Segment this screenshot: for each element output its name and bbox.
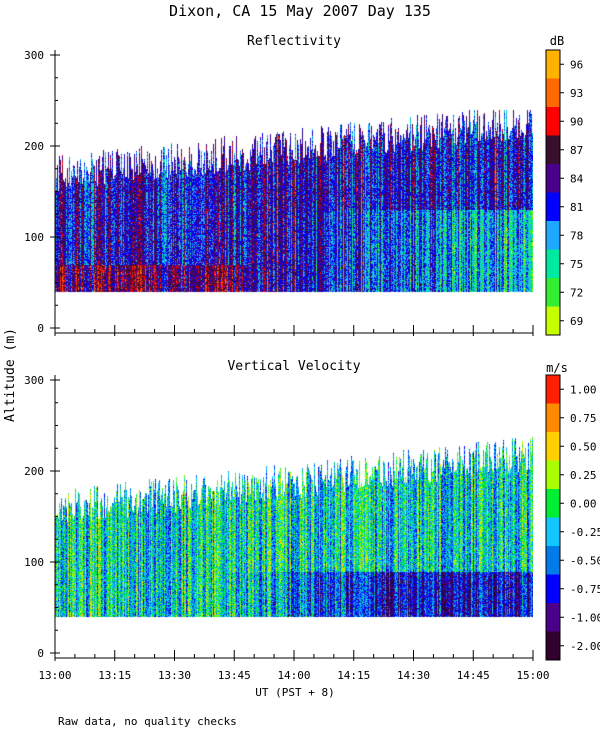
colorbar-tick-label: 81 bbox=[570, 201, 583, 214]
colorbar-tick-label: 75 bbox=[570, 258, 583, 271]
colorbar-tick-label: -0.75 bbox=[570, 583, 600, 596]
heatmap-field bbox=[55, 380, 533, 653]
colorbar-frame bbox=[545, 49, 561, 336]
heatmap-field bbox=[55, 55, 533, 328]
x-tick-label: 13:15 bbox=[98, 669, 131, 682]
colorbar-tick-label: 0.00 bbox=[570, 497, 597, 510]
colorbar-unit: m/s bbox=[546, 361, 568, 375]
colorbar-swatch bbox=[546, 631, 560, 660]
colorbar-swatch bbox=[546, 192, 560, 221]
colorbar-swatch bbox=[546, 107, 560, 136]
colorbar-swatch bbox=[546, 574, 560, 603]
colorbar-frame bbox=[545, 374, 561, 661]
colorbar-tick-label: 72 bbox=[570, 286, 583, 299]
x-tick-label: 14:30 bbox=[397, 669, 430, 682]
colorbar-tick-label: 84 bbox=[570, 172, 584, 185]
colorbar-tick-label: 0.50 bbox=[570, 440, 597, 453]
vertical-velocity-panel: Vertical Velocity 0 100 200 300 13:00 13:15 13:… bbox=[24, 359, 600, 682]
y-axis-label: Altitude (m) bbox=[3, 328, 18, 422]
x-tick-label: 14:00 bbox=[277, 669, 310, 682]
colorbar-swatch bbox=[546, 50, 560, 79]
colorbar-tick-label: 96 bbox=[570, 58, 583, 71]
colorbar-swatch bbox=[546, 306, 560, 335]
y-tick-label: 300 bbox=[24, 49, 44, 62]
panel-title: Vertical Velocity bbox=[227, 359, 360, 374]
colorbar-swatch bbox=[546, 164, 560, 193]
colorbar-swatch bbox=[546, 78, 560, 107]
colorbar-swatch bbox=[546, 432, 560, 461]
x-tick-label: 13:45 bbox=[218, 669, 251, 682]
colorbar-swatch bbox=[546, 135, 560, 164]
colorbar-swatch bbox=[546, 375, 560, 404]
colorbar-tick-label: -1.00 bbox=[570, 611, 600, 624]
colorbar-swatch bbox=[546, 546, 560, 575]
y-tick-label: 200 bbox=[24, 140, 44, 153]
colorbar-swatch bbox=[546, 603, 560, 632]
colorbar-swatch bbox=[546, 221, 560, 250]
x-tick-label: 15:00 bbox=[516, 669, 549, 682]
y-tick-label: 100 bbox=[24, 231, 44, 244]
colorbar-tick-label: 87 bbox=[570, 144, 583, 157]
colorbar-tick-label: 0.75 bbox=[570, 412, 597, 425]
figure-title: Dixon, CA 15 May 2007 Day 135 bbox=[169, 2, 431, 20]
colorbar-tick-label: 90 bbox=[570, 115, 583, 128]
colorbar-tick-label: 0.25 bbox=[570, 469, 597, 482]
colorbar-tick-label: -0.50 bbox=[570, 554, 600, 567]
x-tick-label: 13:00 bbox=[38, 669, 71, 682]
colorbar-unit: dB bbox=[550, 34, 564, 48]
reflectivity-panel: Reflectivity 0 100 200 300 96 93 90 87 84 81 78 75 72… bbox=[24, 34, 584, 336]
colorbar-tick-label: 93 bbox=[570, 87, 583, 100]
x-tick-label: 14:15 bbox=[337, 669, 370, 682]
colorbar-tick-label: 1.00 bbox=[570, 383, 597, 396]
y-tick-label: 0 bbox=[37, 322, 44, 335]
colorbar-swatch bbox=[546, 489, 560, 518]
colorbar-tick-label: 78 bbox=[570, 229, 583, 242]
colorbar-swatch bbox=[546, 249, 560, 278]
colorbar-tick-label: -0.25 bbox=[570, 526, 600, 539]
colorbar-tick-label: -2.00 bbox=[570, 640, 600, 653]
y-tick-label: 100 bbox=[24, 556, 44, 569]
y-tick-label: 300 bbox=[24, 374, 44, 387]
colorbar-swatch bbox=[546, 403, 560, 432]
y-tick-label: 0 bbox=[37, 647, 44, 660]
colorbar-swatch bbox=[546, 517, 560, 546]
colorbar-swatch bbox=[546, 278, 560, 307]
footer-note: Raw data, no quality checks bbox=[58, 715, 237, 728]
colorbar-swatch bbox=[546, 460, 560, 489]
colorbar-tick-label: 69 bbox=[570, 315, 583, 328]
x-tick-label: 13:30 bbox=[158, 669, 191, 682]
y-tick-label: 200 bbox=[24, 465, 44, 478]
x-tick-label: 14:45 bbox=[457, 669, 490, 682]
panel-title: Reflectivity bbox=[247, 34, 341, 49]
x-axis-label: UT (PST + 8) bbox=[255, 686, 334, 699]
